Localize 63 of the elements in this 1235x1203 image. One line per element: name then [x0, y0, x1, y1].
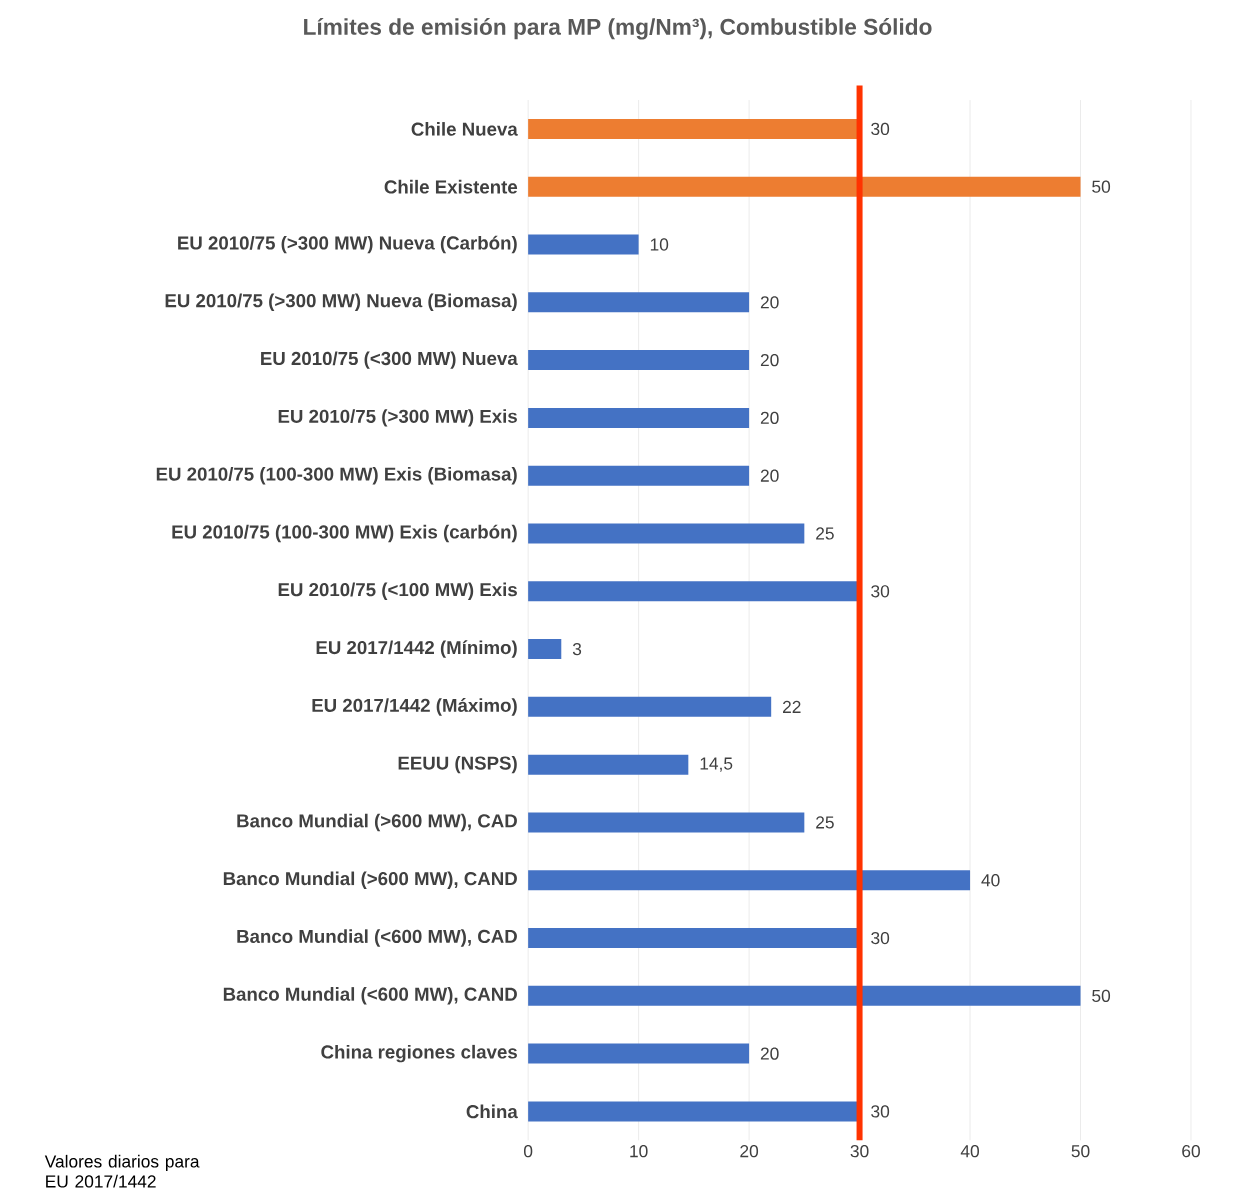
bar	[528, 407, 750, 428]
bar	[528, 870, 971, 891]
data-label: 3	[572, 642, 582, 656]
y-tick-label: Chile Existente	[384, 179, 518, 194]
text: Valores diarios para EU 2017/1442	[44, 1154, 200, 1188]
bar	[528, 465, 750, 486]
y-tick-label: Banco Mundial (<600 MW), CAD	[237, 929, 517, 947]
chart-title: Límites de emisión para MP (mg/Nm³), Combustible Sólido	[304, 18, 932, 40]
x-tick-label: 60	[1182, 1145, 1200, 1158]
bar	[528, 812, 805, 833]
data-label: 25	[816, 527, 834, 540]
bar	[528, 1043, 750, 1064]
y-tick-label: EU 2010/75 (<300 MW) Nueva	[261, 351, 518, 369]
bar	[528, 581, 860, 602]
y-tick-label: EU 2010/75 (100-300 MW) Exis (Biomasa)	[156, 466, 517, 485]
y-tick-label: EU 2010/75 (>300 MW) Exis	[278, 409, 517, 427]
bar	[528, 928, 860, 949]
y-tick-label: EEUU (NSPS)	[398, 755, 517, 774]
data-label: 40	[981, 874, 1000, 887]
y-tick-label: China	[466, 1104, 518, 1119]
y-tick-label: EU 2010/75 (>300 MW) Nueva (Biomasa)	[165, 293, 517, 311]
data-label: 25	[816, 816, 834, 829]
y-tick-label: EU 2017/1442 (Máximo)	[312, 698, 517, 716]
bar	[528, 234, 639, 255]
bar	[528, 985, 1081, 1006]
y-tick-label: Banco Mundial (>600 MW), CAD	[237, 813, 517, 832]
data-label: 30	[871, 1105, 890, 1118]
bar	[528, 523, 805, 544]
bar	[528, 639, 562, 660]
data-label: 14,5	[700, 757, 733, 772]
y-tick-label: Banco Mundial (>600 MW), CAND	[223, 871, 517, 889]
bar	[528, 1101, 860, 1122]
bar	[528, 118, 860, 139]
y-tick-label: EU 2017/1442 (Mínimo)	[316, 640, 517, 658]
bar	[528, 696, 772, 717]
data-label: 20	[760, 469, 779, 482]
data-label: 20	[760, 1047, 779, 1060]
data-label: 20	[760, 353, 779, 367]
x-tick-label: 20	[740, 1145, 759, 1158]
data-label: 30	[871, 931, 890, 945]
y-tick-label: EU 2010/75 (<100 MW) Exis	[278, 582, 517, 600]
data-label: 20	[760, 296, 779, 309]
y-tick-label: Banco Mundial (<600 MW), CAND	[223, 987, 517, 1005]
bar	[528, 176, 1081, 197]
data-label: 20	[760, 411, 779, 425]
y-tick-label: China regiones claves	[321, 1044, 517, 1063]
y-tick-label: EU 2010/75 (>300 MW) Nueva (Carbón)	[178, 235, 517, 254]
data-label: 50	[1092, 180, 1111, 193]
y-tick-label: Chile Nueva	[411, 122, 518, 136]
data-label: 10	[650, 238, 669, 251]
data-label: 30	[871, 585, 890, 598]
x-tick-label: 10	[630, 1145, 648, 1158]
data-label: 30	[871, 122, 890, 136]
y-tick-label: EU 2010/75 (100-300 MW) Exis (carbón)	[172, 524, 517, 543]
x-tick-label: 0	[523, 1145, 533, 1158]
bar	[528, 292, 750, 313]
bar	[528, 350, 750, 371]
data-label: 22	[783, 700, 801, 713]
x-tick-label: 50	[1071, 1145, 1090, 1158]
data-label: 50	[1092, 989, 1111, 1002]
x-tick-label: 40	[960, 1145, 980, 1158]
bar	[528, 754, 689, 775]
x-tick-label: 30	[850, 1145, 869, 1158]
